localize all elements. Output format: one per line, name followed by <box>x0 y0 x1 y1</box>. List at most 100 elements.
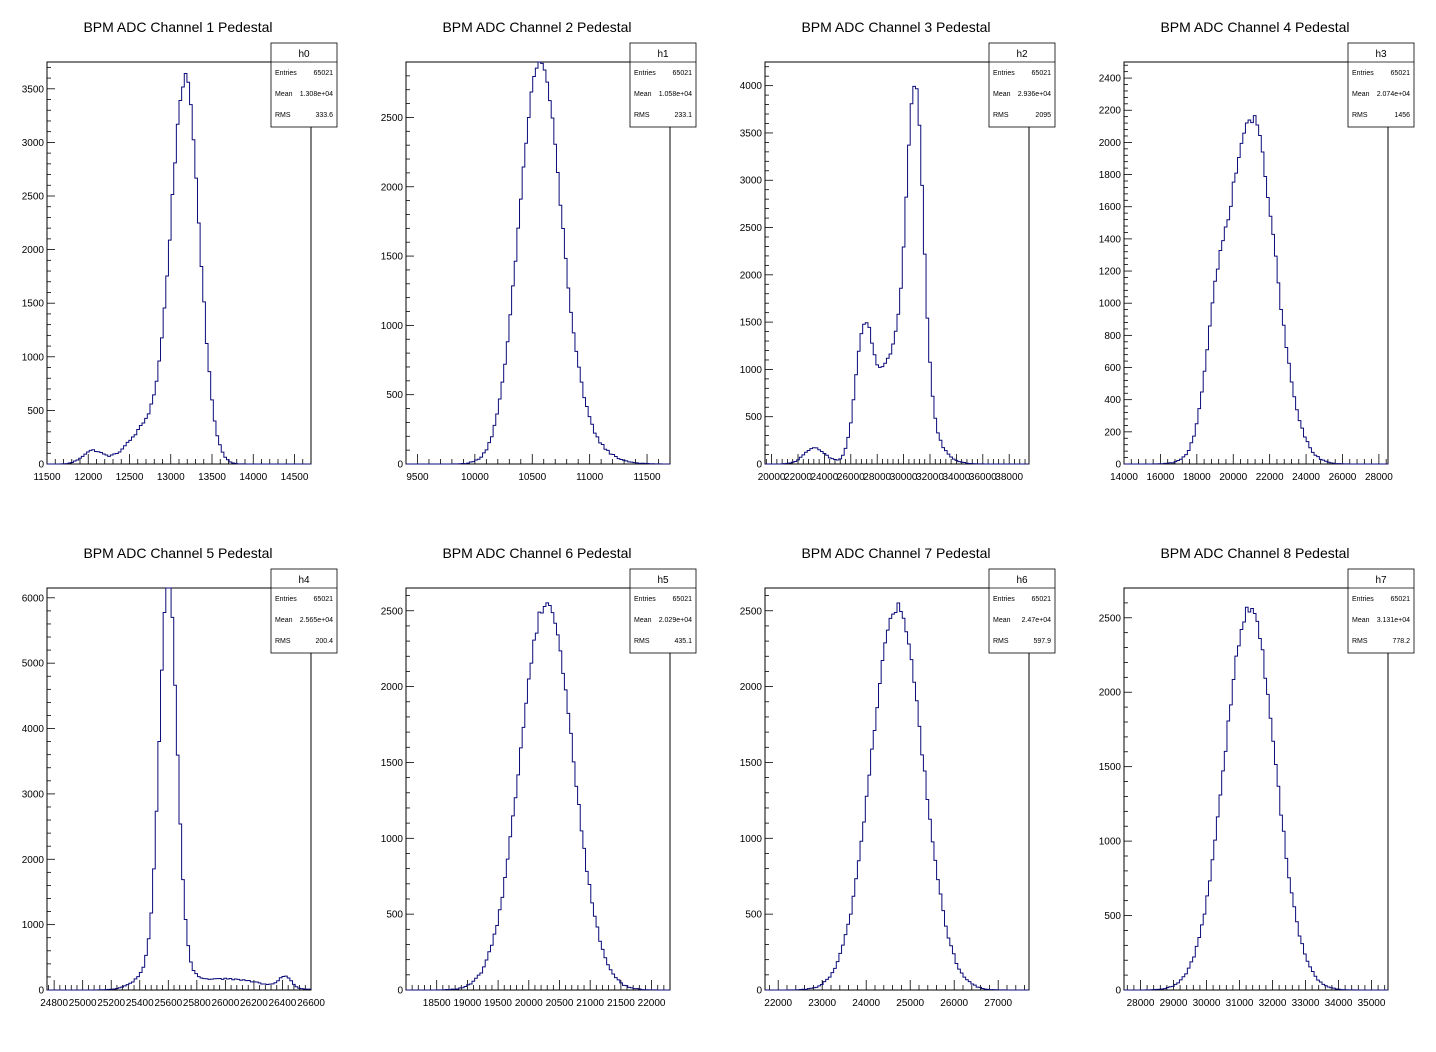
histogram-panel-4: BPM ADC Channel 4 Pedestal 0 200 400 600 800 1… <box>1099 19 1415 483</box>
stats-value: 65021 <box>314 70 334 77</box>
stats-value: 65021 <box>1391 70 1411 77</box>
stats-histogram-name: h5 <box>657 575 669 586</box>
chart-title: BPM ADC Channel 7 Pedestal <box>801 545 990 561</box>
stats-label: Entries <box>993 596 1015 603</box>
x-tick-label: 25200 <box>97 998 125 1009</box>
histogram-series-line <box>1124 115 1388 465</box>
y-tick-label: 0 <box>1115 460 1121 471</box>
stats-label: Entries <box>275 596 297 603</box>
x-tick-label: 13500 <box>198 472 226 483</box>
histogram-panel-6: BPM ADC Channel 6 Pedestal 0 500 1000 1500 20… <box>381 545 697 1009</box>
x-tick-label: 24000 <box>810 472 838 483</box>
stats-label: Entries <box>634 596 656 603</box>
x-tick-label: 38000 <box>995 472 1023 483</box>
y-tick-label: 2200 <box>1099 106 1122 117</box>
x-tick-label: 26400 <box>269 998 297 1009</box>
stats-value: 65021 <box>673 70 693 77</box>
x-tick-label: 14000 <box>239 472 267 483</box>
x-tick-label: 26200 <box>240 998 268 1009</box>
x-tick-label: 34000 <box>1325 998 1353 1009</box>
stats-histogram-name: h4 <box>298 575 310 586</box>
stats-value: 65021 <box>314 596 334 603</box>
histogram-panel-5: BPM ADC Channel 5 Pedestal 0 1000 2000 3000 4… <box>22 545 338 1009</box>
stats-box <box>629 42 697 128</box>
x-tick-label: 34000 <box>942 472 970 483</box>
x-tick-label: 25000 <box>69 998 97 1009</box>
stats-label: RMS <box>634 638 650 645</box>
x-tick-label: 19500 <box>484 998 512 1009</box>
chart-title: BPM ADC Channel 6 Pedestal <box>442 545 631 561</box>
stats-value: 1456 <box>1394 112 1410 119</box>
y-tick-label: 4000 <box>740 81 763 92</box>
y-tick-label: 500 <box>386 910 403 921</box>
y-tick-label: 1500 <box>1099 762 1122 773</box>
x-tick-label: 24000 <box>1292 472 1320 483</box>
y-tick-label: 0 <box>1115 986 1121 997</box>
stats-box <box>988 568 1056 654</box>
y-tick-label: 2000 <box>22 245 45 256</box>
y-tick-label: 1400 <box>1099 234 1122 245</box>
stats-box <box>270 42 338 128</box>
x-tick-label: 21000 <box>576 998 604 1009</box>
x-tick-label: 30000 <box>890 472 918 483</box>
stats-label: Mean <box>1352 91 1370 98</box>
x-tick-label: 24000 <box>852 998 880 1009</box>
stats-value: 2.565e+04 <box>300 617 333 624</box>
x-tick-label: 22000 <box>1256 472 1284 483</box>
stats-value: 200.4 <box>315 638 333 645</box>
histogram-series-line <box>1124 606 1388 991</box>
x-tick-label: 22000 <box>638 998 666 1009</box>
y-tick-label: 3000 <box>22 138 45 149</box>
x-tick-label: 30000 <box>1193 998 1221 1009</box>
stats-label: Mean <box>993 91 1011 98</box>
stats-label: RMS <box>1352 638 1368 645</box>
x-tick-label: 25600 <box>154 998 182 1009</box>
stats-box <box>1347 568 1415 654</box>
y-tick-label: 1600 <box>1099 202 1122 213</box>
y-tick-label: 6000 <box>22 593 45 604</box>
stats-value: 65021 <box>1391 596 1411 603</box>
y-tick-label: 2500 <box>1099 613 1122 624</box>
y-tick-label: 2000 <box>22 855 45 866</box>
y-tick-label: 600 <box>1104 363 1121 374</box>
chart-title: BPM ADC Channel 8 Pedestal <box>1160 545 1349 561</box>
x-tick-label: 20000 <box>1219 472 1247 483</box>
y-tick-label: 1000 <box>381 834 404 845</box>
stats-box <box>270 568 338 654</box>
y-tick-label: 1000 <box>1099 837 1122 848</box>
x-tick-label: 20000 <box>758 472 786 483</box>
x-tick-label: 31000 <box>1226 998 1254 1009</box>
x-tick-label: 32000 <box>916 472 944 483</box>
stats-value: 1.058e+04 <box>659 91 692 98</box>
histogram-series-line <box>406 61 670 465</box>
chart-title: BPM ADC Channel 5 Pedestal <box>83 545 272 561</box>
x-tick-label: 26000 <box>940 998 968 1009</box>
y-tick-label: 0 <box>756 460 762 471</box>
chart-title: BPM ADC Channel 2 Pedestal <box>442 19 631 35</box>
plot-frame <box>1123 61 1389 465</box>
stats-label: Entries <box>275 70 297 77</box>
stats-histogram-name: h1 <box>657 49 669 60</box>
y-tick-label: 0 <box>38 460 44 471</box>
stats-label: RMS <box>275 638 291 645</box>
y-tick-label: 1500 <box>740 758 763 769</box>
y-tick-label: 3500 <box>740 128 763 139</box>
y-tick-label: 2000 <box>1099 688 1122 699</box>
chart-title: BPM ADC Channel 1 Pedestal <box>83 19 272 35</box>
x-tick-label: 18000 <box>1183 472 1211 483</box>
x-tick-label: 11500 <box>33 472 61 483</box>
plot-frame <box>764 587 1030 991</box>
histogram-panel-2: BPM ADC Channel 2 Pedestal 0 500 1000 1500 20… <box>381 19 697 483</box>
stats-histogram-name: h2 <box>1016 49 1028 60</box>
x-tick-label: 26000 <box>837 472 865 483</box>
y-tick-label: 3000 <box>22 789 45 800</box>
y-tick-label: 1000 <box>22 352 45 363</box>
x-tick-label: 25800 <box>183 998 211 1009</box>
stats-value: 1.308e+04 <box>300 91 333 98</box>
x-tick-label: 23000 <box>808 998 836 1009</box>
x-tick-label: 19000 <box>453 998 481 1009</box>
stats-label: RMS <box>275 112 291 119</box>
x-tick-label: 13000 <box>157 472 185 483</box>
y-tick-label: 1500 <box>740 318 763 329</box>
y-tick-label: 1200 <box>1099 267 1122 278</box>
